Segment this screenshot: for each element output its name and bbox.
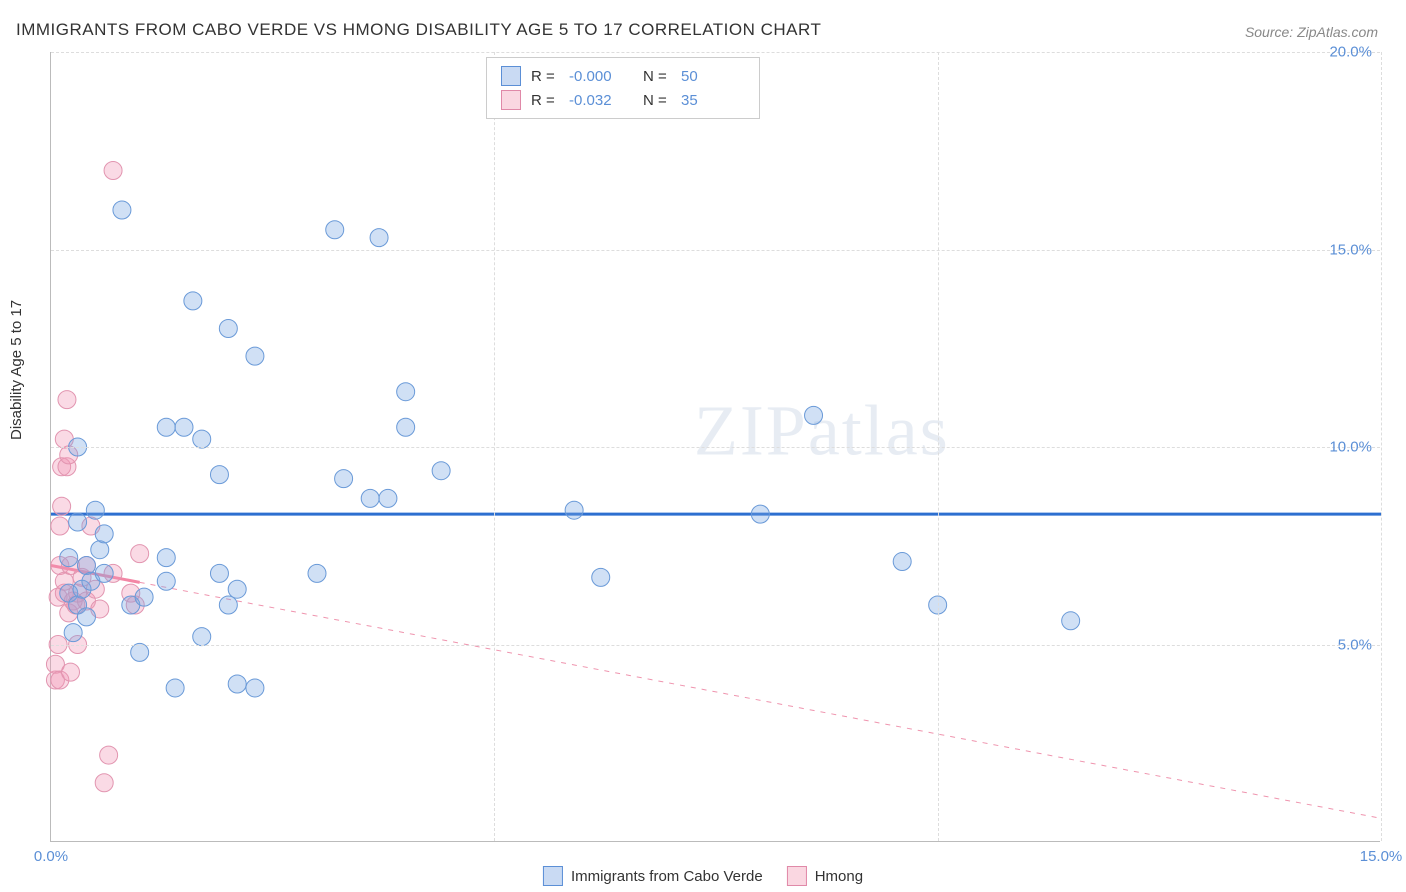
point-series1 bbox=[166, 679, 184, 697]
point-series1 bbox=[432, 462, 450, 480]
source-attribution: Source: ZipAtlas.com bbox=[1245, 24, 1378, 40]
point-series1 bbox=[361, 489, 379, 507]
point-series1 bbox=[805, 406, 823, 424]
x-tick-label: 15.0% bbox=[1360, 848, 1403, 865]
point-series1 bbox=[193, 430, 211, 448]
point-series1 bbox=[308, 564, 326, 582]
point-series1 bbox=[157, 549, 175, 567]
point-series2 bbox=[58, 391, 76, 409]
swatch-blue-icon bbox=[543, 866, 563, 886]
point-series1 bbox=[95, 564, 113, 582]
point-series1 bbox=[228, 580, 246, 598]
legend-item-1: Immigrants from Cabo Verde bbox=[543, 866, 763, 886]
point-series2 bbox=[95, 774, 113, 792]
legend-row-series1: R = -0.000 N = 50 bbox=[501, 64, 745, 88]
x-tick-label: 0.0% bbox=[34, 848, 68, 865]
series-legend: Immigrants from Cabo Verde Hmong bbox=[543, 866, 863, 886]
point-series1 bbox=[157, 418, 175, 436]
point-series2 bbox=[51, 517, 69, 535]
swatch-blue-icon bbox=[501, 66, 521, 86]
point-series1 bbox=[379, 489, 397, 507]
point-series2 bbox=[100, 746, 118, 764]
point-series1 bbox=[69, 513, 87, 531]
point-series1 bbox=[565, 501, 583, 519]
point-series1 bbox=[592, 568, 610, 586]
correlation-legend: R = -0.000 N = 50 R = -0.032 N = 35 bbox=[486, 57, 760, 119]
point-series1 bbox=[91, 541, 109, 559]
gridline-horizontal bbox=[51, 645, 1380, 646]
point-series1 bbox=[210, 466, 228, 484]
y-tick-label: 20.0% bbox=[1329, 44, 1372, 61]
gridline-horizontal bbox=[51, 447, 1380, 448]
point-series1 bbox=[246, 679, 264, 697]
n-value-2: 35 bbox=[681, 92, 745, 109]
gridline-horizontal bbox=[51, 52, 1380, 53]
point-series1 bbox=[219, 596, 237, 614]
point-series2 bbox=[62, 663, 80, 681]
chart-title: IMMIGRANTS FROM CABO VERDE VS HMONG DISA… bbox=[16, 20, 821, 40]
point-series1 bbox=[113, 201, 131, 219]
r-value-2: -0.032 bbox=[569, 92, 633, 109]
point-series1 bbox=[893, 553, 911, 571]
point-series1 bbox=[131, 643, 149, 661]
point-series1 bbox=[175, 418, 193, 436]
r-label: R = bbox=[531, 68, 559, 85]
point-series1 bbox=[228, 675, 246, 693]
y-tick-label: 5.0% bbox=[1338, 636, 1372, 653]
point-series1 bbox=[219, 320, 237, 338]
point-series2 bbox=[131, 545, 149, 563]
point-series1 bbox=[335, 470, 353, 488]
legend-label-1: Immigrants from Cabo Verde bbox=[571, 868, 763, 885]
swatch-pink-icon bbox=[787, 866, 807, 886]
point-series1 bbox=[1062, 612, 1080, 630]
chart-plot-area: ZIPatlas R = -0.000 N = 50 R = -0.032 N … bbox=[50, 52, 1380, 842]
point-series1 bbox=[397, 383, 415, 401]
gridline-vertical bbox=[494, 52, 495, 841]
point-series1 bbox=[397, 418, 415, 436]
n-value-1: 50 bbox=[681, 68, 745, 85]
y-tick-label: 15.0% bbox=[1329, 241, 1372, 258]
r-label: R = bbox=[531, 92, 559, 109]
y-axis-label: Disability Age 5 to 17 bbox=[8, 300, 25, 440]
point-series1 bbox=[95, 525, 113, 543]
point-series1 bbox=[751, 505, 769, 523]
n-label: N = bbox=[643, 68, 671, 85]
gridline-vertical bbox=[938, 52, 939, 841]
point-series1 bbox=[60, 549, 78, 567]
point-series2 bbox=[53, 497, 71, 515]
swatch-pink-icon bbox=[501, 90, 521, 110]
point-series1 bbox=[210, 564, 228, 582]
point-series1 bbox=[77, 557, 95, 575]
point-series1 bbox=[86, 501, 104, 519]
legend-item-2: Hmong bbox=[787, 866, 863, 886]
n-label: N = bbox=[643, 92, 671, 109]
point-series1 bbox=[157, 572, 175, 590]
point-series1 bbox=[184, 292, 202, 310]
gridline-vertical bbox=[1381, 52, 1382, 841]
point-series1 bbox=[77, 608, 95, 626]
point-series1 bbox=[64, 624, 82, 642]
r-value-1: -0.000 bbox=[569, 68, 633, 85]
point-series1 bbox=[370, 229, 388, 247]
point-series1 bbox=[246, 347, 264, 365]
trendline-series2-dashed bbox=[140, 582, 1381, 818]
gridline-horizontal bbox=[51, 250, 1380, 251]
point-series2 bbox=[104, 162, 122, 180]
point-series1 bbox=[135, 588, 153, 606]
point-series1 bbox=[193, 628, 211, 646]
legend-label-2: Hmong bbox=[815, 868, 863, 885]
legend-row-series2: R = -0.032 N = 35 bbox=[501, 88, 745, 112]
y-tick-label: 10.0% bbox=[1329, 439, 1372, 456]
point-series1 bbox=[326, 221, 344, 239]
